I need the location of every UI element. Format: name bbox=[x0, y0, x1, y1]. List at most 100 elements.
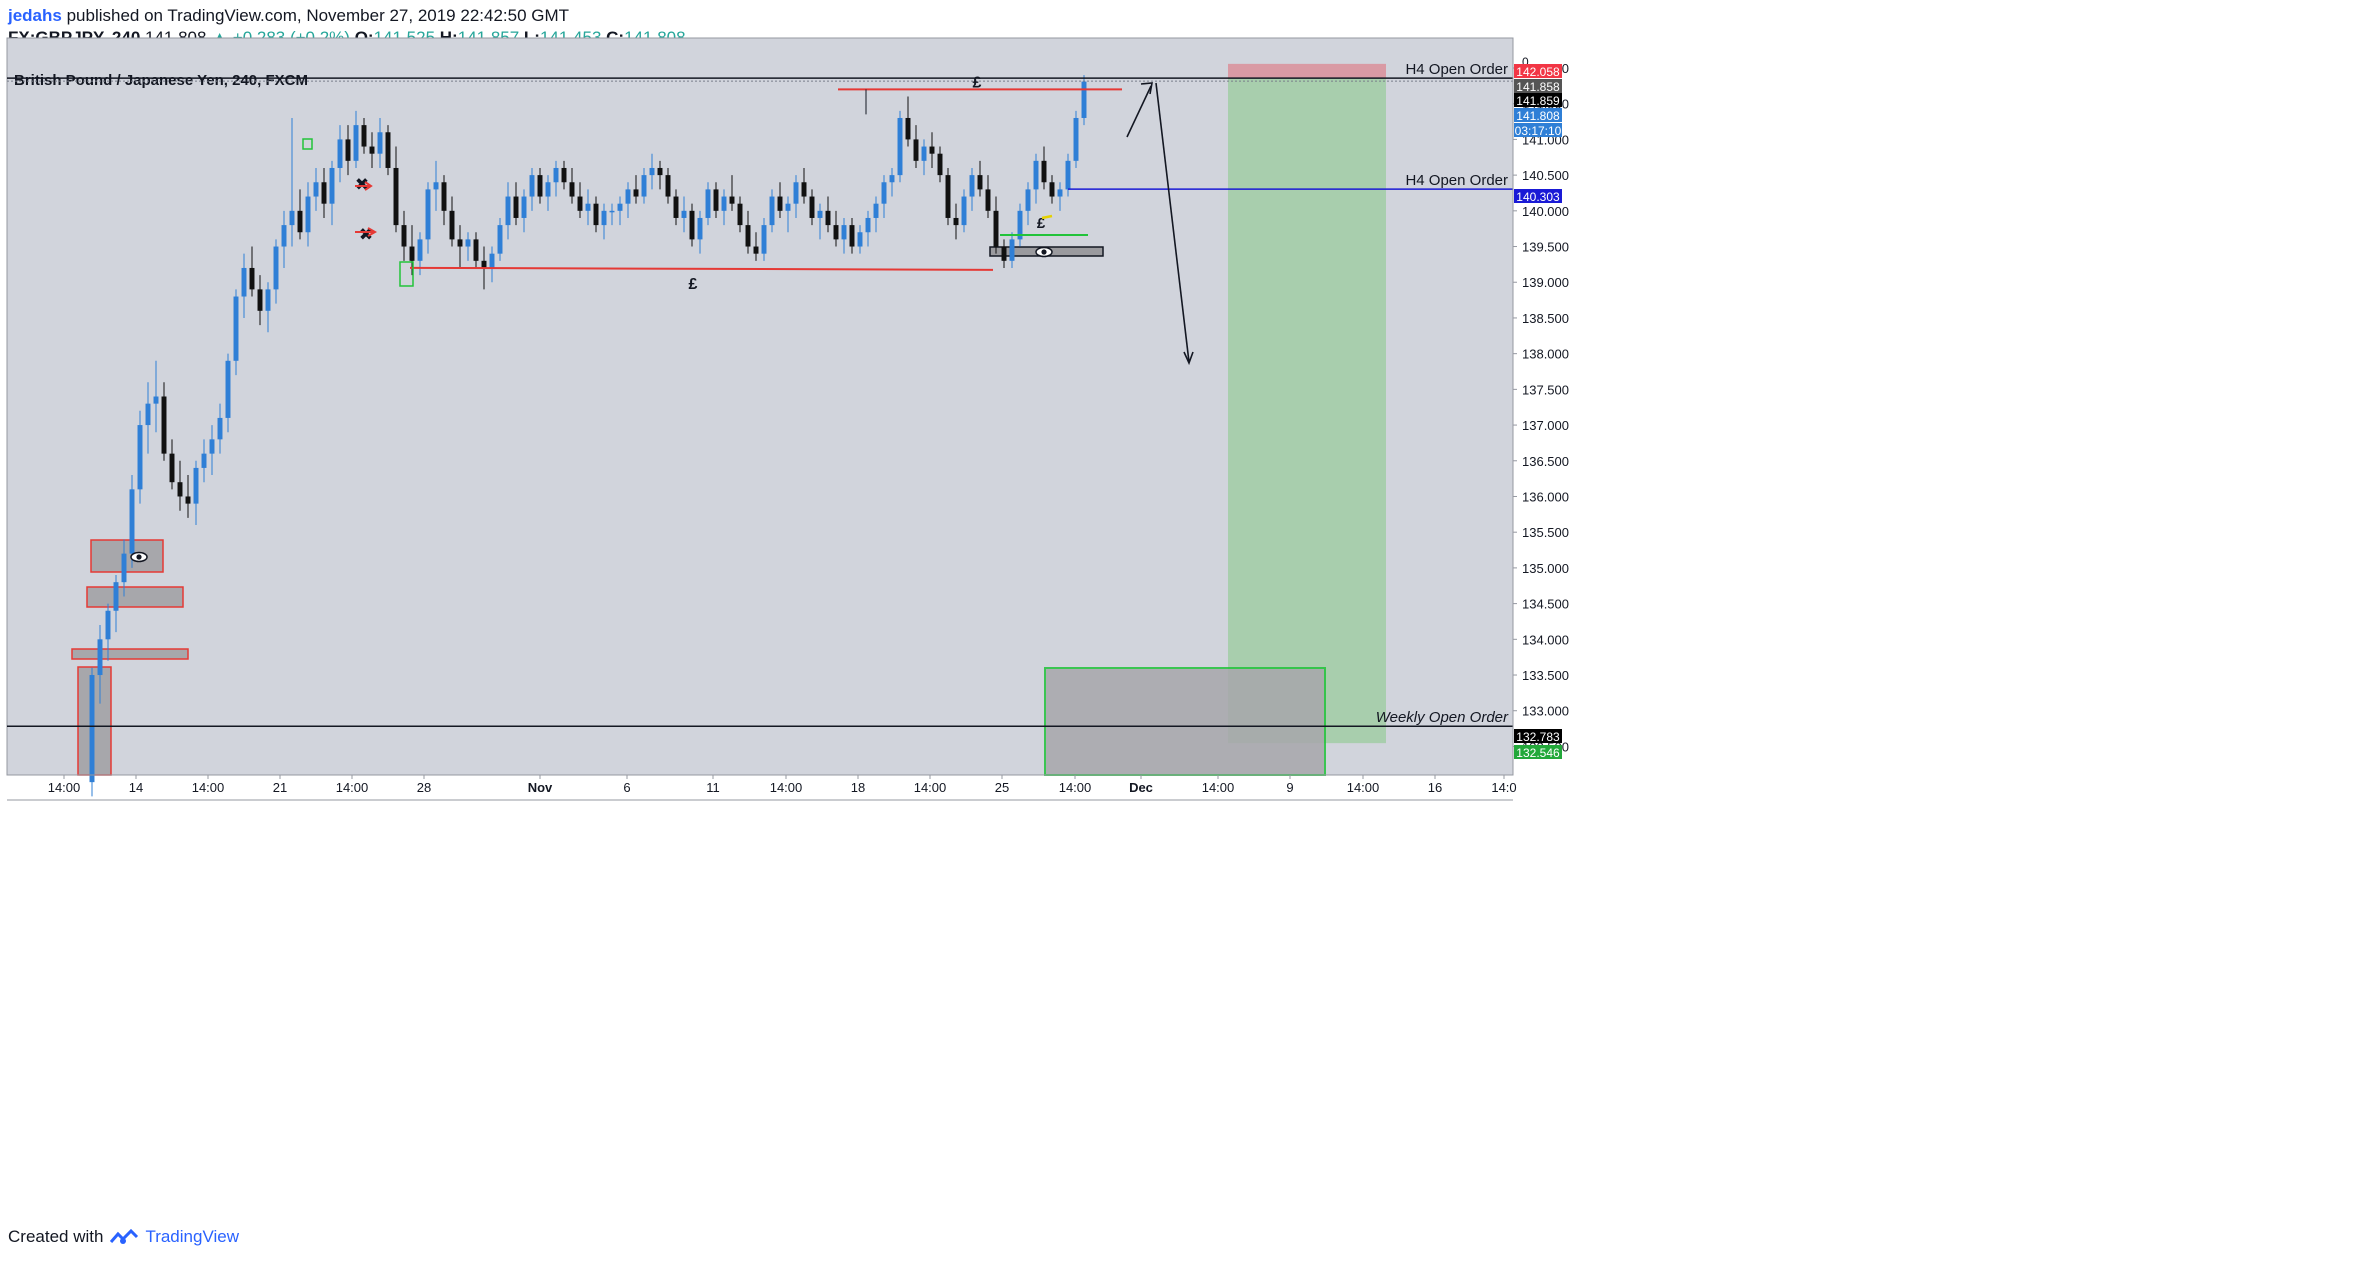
candle-body bbox=[993, 210, 999, 247]
candle bbox=[241, 253, 247, 318]
candle-body bbox=[297, 210, 303, 233]
candle-body bbox=[937, 153, 943, 176]
candle bbox=[129, 475, 135, 568]
candle-body bbox=[601, 210, 607, 226]
price-tick-label: 140.500 bbox=[1522, 168, 1569, 183]
candle-body bbox=[425, 189, 431, 240]
author-name[interactable]: jedahs bbox=[8, 6, 62, 25]
candle-body bbox=[145, 403, 151, 426]
candle bbox=[817, 203, 823, 240]
candle bbox=[305, 182, 311, 247]
candle-body bbox=[577, 196, 583, 211]
candle bbox=[409, 225, 415, 276]
candle bbox=[849, 217, 855, 254]
candle bbox=[97, 625, 103, 704]
price-tag-label: 03:17:10 bbox=[1515, 124, 1562, 138]
candle-body bbox=[849, 225, 855, 247]
price-tag[interactable]: 140.303 bbox=[1514, 189, 1562, 204]
price-tag[interactable]: 141.808 bbox=[1514, 108, 1562, 123]
candle-body bbox=[225, 360, 231, 418]
weekly-open-order-label: Weekly Open Order bbox=[1376, 709, 1509, 726]
candle-body bbox=[257, 289, 263, 311]
candle-body bbox=[625, 189, 631, 204]
candle-body bbox=[649, 167, 655, 176]
candle bbox=[1017, 203, 1023, 247]
time-tick-label: 16 bbox=[1428, 780, 1442, 795]
candle bbox=[977, 160, 983, 197]
candle-body bbox=[929, 146, 935, 154]
price-tag[interactable]: 141.859 bbox=[1514, 93, 1562, 108]
candle-body bbox=[873, 203, 879, 218]
candle-body bbox=[1081, 81, 1087, 118]
price-tag[interactable]: 141.858 bbox=[1514, 79, 1562, 94]
candle bbox=[785, 196, 791, 233]
candle bbox=[1033, 153, 1039, 204]
price-tag-label: 142.058 bbox=[1516, 65, 1560, 79]
candle-body bbox=[1049, 182, 1055, 197]
price-tag-bg bbox=[1514, 745, 1562, 759]
eye-icon bbox=[1035, 246, 1053, 258]
candle-body bbox=[489, 253, 495, 268]
price-tag[interactable]: 03:17:10 bbox=[1514, 123, 1562, 138]
price-tag[interactable]: 132.783 bbox=[1514, 729, 1562, 744]
candle-body bbox=[185, 496, 191, 504]
candle bbox=[801, 167, 807, 204]
candle bbox=[985, 175, 991, 218]
candle-body bbox=[969, 175, 975, 197]
candle-body bbox=[137, 425, 143, 490]
take-profit-zone bbox=[1228, 78, 1386, 744]
price-tag-bg bbox=[1514, 79, 1562, 93]
candle bbox=[329, 160, 335, 226]
candle bbox=[433, 160, 439, 211]
price-tick-label: 138.500 bbox=[1522, 311, 1569, 326]
candle bbox=[385, 125, 391, 176]
price-tick-label: 139.000 bbox=[1522, 275, 1569, 290]
candle bbox=[777, 182, 783, 218]
candle-body bbox=[497, 225, 503, 254]
candle bbox=[257, 275, 263, 326]
candle bbox=[969, 167, 975, 211]
price-tick-label: 136.000 bbox=[1522, 489, 1569, 504]
red-arrow-icon bbox=[355, 181, 373, 191]
candle-body bbox=[457, 239, 463, 247]
candle-body bbox=[177, 482, 183, 497]
red-arrow-icon bbox=[355, 227, 378, 237]
candle-body bbox=[921, 146, 927, 161]
candle bbox=[361, 117, 367, 154]
candle bbox=[689, 203, 695, 247]
candle-body bbox=[1017, 210, 1023, 240]
candle-body bbox=[89, 675, 95, 783]
arrow-head-icon bbox=[1183, 351, 1194, 366]
price-tag-label: 141.858 bbox=[1516, 80, 1560, 94]
candle-body bbox=[385, 132, 391, 168]
candle bbox=[529, 167, 535, 211]
candle bbox=[545, 175, 551, 211]
price-tick-label: 136.500 bbox=[1522, 454, 1569, 469]
candle bbox=[1041, 146, 1047, 190]
candle bbox=[729, 175, 735, 211]
candle bbox=[953, 203, 959, 240]
candle-body bbox=[977, 175, 983, 190]
liquidity-level-line[interactable] bbox=[409, 266, 994, 271]
candle bbox=[713, 182, 719, 218]
candle bbox=[617, 196, 623, 226]
tradingview-link[interactable]: TradingView bbox=[145, 1227, 239, 1246]
created-with-text: Created with bbox=[8, 1227, 104, 1246]
price-tag[interactable]: 142.058 bbox=[1514, 64, 1562, 79]
price-tick-label: 137.000 bbox=[1522, 418, 1569, 433]
candle bbox=[145, 382, 151, 454]
published-text: published on TradingView.com, November 2… bbox=[66, 6, 570, 25]
candle-body bbox=[209, 439, 215, 454]
candle bbox=[1049, 175, 1055, 204]
demand-zone bbox=[1044, 667, 1326, 776]
price-tag-label: 132.783 bbox=[1516, 730, 1560, 744]
candle bbox=[169, 439, 175, 490]
candle bbox=[321, 167, 327, 218]
candle bbox=[825, 196, 831, 233]
candle bbox=[425, 182, 431, 254]
candle-body bbox=[337, 139, 343, 168]
price-tag[interactable]: 132.546 bbox=[1514, 745, 1562, 760]
candle-body bbox=[193, 467, 199, 504]
price-tag-label: 141.859 bbox=[1516, 94, 1560, 108]
